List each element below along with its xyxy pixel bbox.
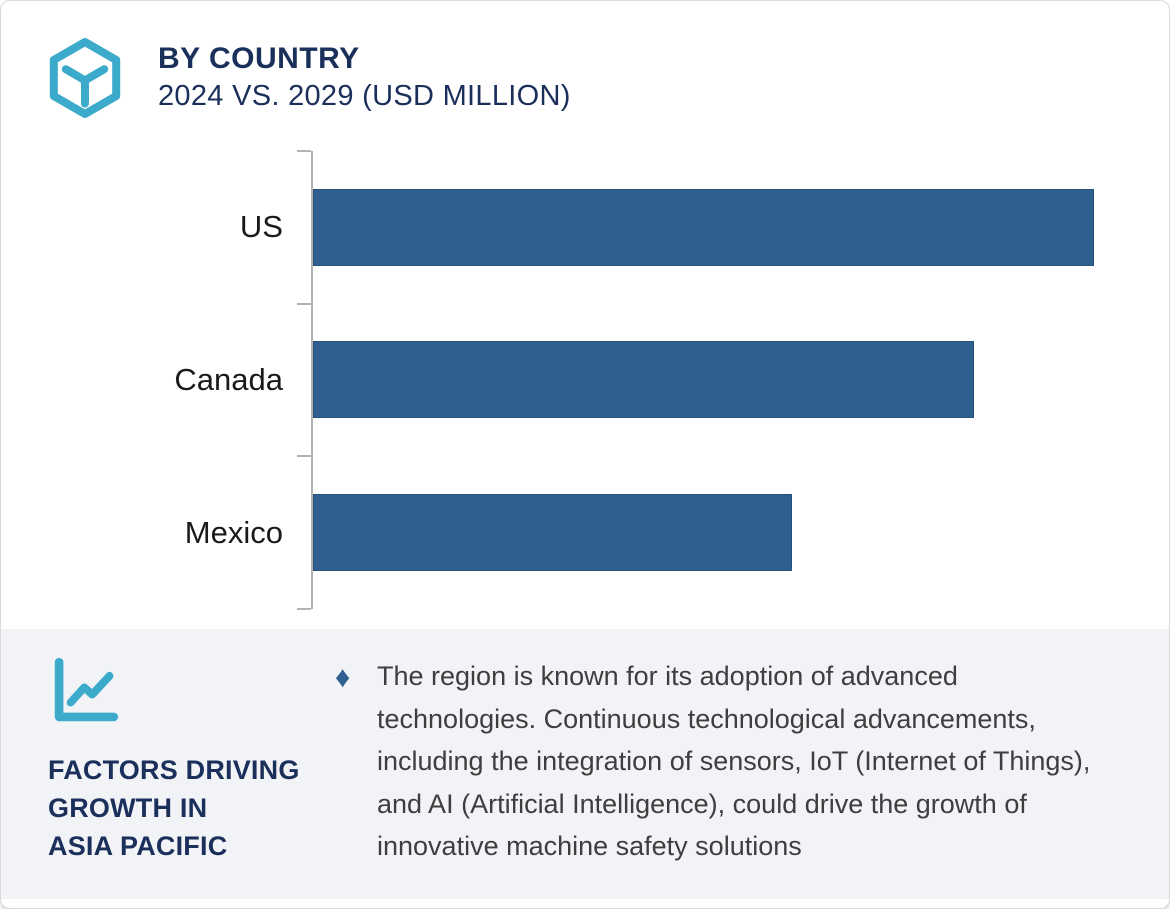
factors-heading-line: GROWTH IN <box>48 793 208 823</box>
chart-title: BY COUNTRY <box>158 42 360 75</box>
line-chart-icon <box>54 657 119 722</box>
bar-chart: US Canada Mexico <box>1 150 1169 610</box>
chart-header-text: BY COUNTRY 2024 VS. 2029 (USD MILLION) <box>158 37 571 115</box>
axis-tick <box>297 455 311 458</box>
bullet-diamond-icon: ♦ <box>335 661 351 694</box>
bar-mexico <box>313 494 792 572</box>
category-label-us: US <box>239 209 283 245</box>
bar-row-mexico <box>313 456 1169 609</box>
bar-canada <box>313 341 974 419</box>
factors-heading-line: ASIA PACIFIC <box>48 831 228 861</box>
chart-header: BY COUNTRY 2024 VS. 2029 (USD MILLION) <box>45 37 571 119</box>
category-labels-column: US Canada Mexico <box>1 151 311 609</box>
factors-bullet-text: The region is known for its adoption of … <box>377 661 1091 861</box>
bar-us <box>313 188 1094 266</box>
plot-area <box>297 150 1169 610</box>
bar-row-us <box>313 151 1169 304</box>
category-label-canada: Canada <box>174 362 283 397</box>
axis-tick <box>297 150 311 152</box>
hexagon-cube-icon <box>49 38 121 118</box>
axis-tick <box>297 302 311 305</box>
factors-panel: FACTORS DRIVING GROWTH IN ASIA PACIFIC ♦… <box>1 629 1169 899</box>
category-label-mexico: Mexico <box>184 514 283 550</box>
factors-heading-line: FACTORS DRIVING <box>48 755 300 785</box>
axis-tick <box>297 608 311 610</box>
bar-row-canada <box>313 304 1169 457</box>
factors-heading: FACTORS DRIVING GROWTH IN ASIA PACIFIC <box>48 751 300 865</box>
chart-subtitle: 2024 VS. 2029 (USD MILLION) <box>158 80 571 112</box>
